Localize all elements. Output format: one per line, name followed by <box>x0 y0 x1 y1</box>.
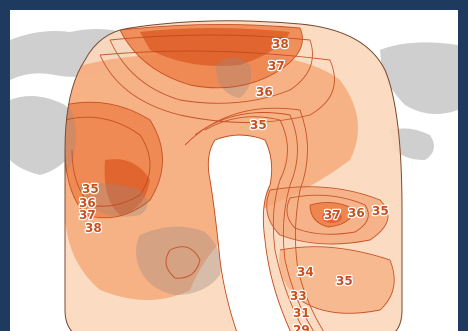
land-asia-west <box>10 96 77 175</box>
contour-label-38-west: 38 <box>85 221 102 235</box>
contour-label-31-south: 31 <box>293 306 310 320</box>
beam-coverage <box>65 20 402 331</box>
contour-label-35-north: 35 <box>250 118 267 132</box>
land-pacific-islands <box>390 128 434 160</box>
contour-label-37-east: 37 <box>324 208 341 222</box>
land-north-america <box>380 42 458 114</box>
contour-label-35-south: 35 <box>336 274 353 288</box>
contour-label-38-north: 38 <box>272 37 289 51</box>
contour-label-36-north: 36 <box>256 85 273 99</box>
coverage-map: 38 37 36 35 35 36 37 38 37 36 35 34 35 3… <box>10 10 458 331</box>
contour-label-29-south: 29 <box>293 323 310 331</box>
contour-label-36-west: 36 <box>79 196 96 210</box>
contour-label-35-east: 35 <box>372 204 389 218</box>
contour-label-34-south: 34 <box>297 265 314 279</box>
contour-label-36-east: 36 <box>348 206 365 220</box>
contour-lines <box>65 23 395 331</box>
contour-label-37-west: 37 <box>79 208 96 222</box>
contour-labels: 38 37 36 35 35 36 37 38 37 36 35 34 35 3… <box>78 36 390 331</box>
contour-label-33-south: 33 <box>290 289 307 303</box>
contour-label-35-west: 35 <box>82 182 99 196</box>
contour-label-37-north: 37 <box>268 59 285 73</box>
beam-outline <box>64 20 403 331</box>
